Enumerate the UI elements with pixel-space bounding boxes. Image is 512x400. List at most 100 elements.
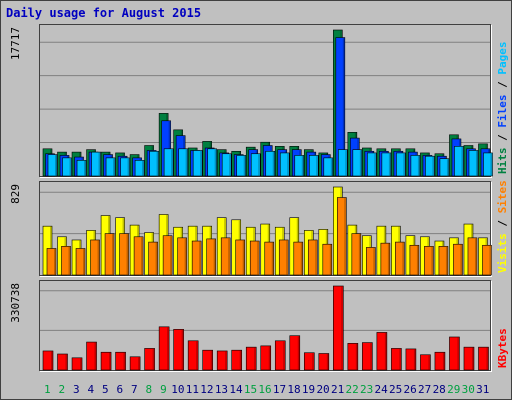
y-max-label: 17717: [9, 27, 22, 60]
x-tick-label: 14: [229, 383, 243, 396]
bar-shade: [213, 239, 216, 275]
bar-kbytes: [318, 353, 330, 371]
x-tick-label: 24: [375, 383, 389, 396]
bar-kbytes: [303, 352, 315, 371]
x-tick-label: 11: [186, 383, 199, 396]
bar-sites: [148, 241, 158, 276]
bar-kbytes: [376, 332, 388, 371]
x-tick-label: 13: [215, 383, 228, 396]
bar-shade: [417, 155, 420, 176]
bar-pages: [105, 157, 116, 177]
panel-border: [39, 181, 491, 276]
bar-shade: [141, 237, 143, 275]
bar-pages: [439, 158, 450, 177]
bar-kbytes: [231, 349, 243, 371]
bar-sites: [409, 244, 420, 276]
x-tick-label: 22: [345, 383, 358, 396]
bar-kbytes: [71, 357, 83, 371]
bar-sites: [278, 239, 289, 276]
bar-kbytes: [260, 345, 272, 371]
x-axis-labels: 1 2 3 4 5 6 7 8 9 10 11 12 13 14 15 16 17 18 19 20 21 22 23 24 2…: [44, 383, 489, 396]
bar-shade: [123, 352, 126, 370]
bar-sites: [206, 238, 216, 276]
bar-shade: [109, 352, 111, 370]
bar-shade: [155, 242, 158, 275]
bar-shade: [474, 238, 477, 275]
bar-shade: [170, 236, 172, 275]
x-tick-label: 17: [273, 383, 286, 396]
bar-pages: [149, 150, 159, 177]
bar-pages: [134, 160, 145, 177]
bar-shade: [126, 234, 129, 275]
bar-shade: [457, 337, 459, 370]
bar-kbytes: [245, 346, 257, 371]
x-tick-label: 4: [87, 383, 94, 396]
bar-shade: [283, 341, 285, 370]
bar-shade: [300, 242, 303, 275]
bar-shade: [431, 246, 433, 275]
bar-sites: [293, 241, 304, 276]
bar-sites: [61, 246, 71, 276]
bar-shade: [342, 38, 345, 176]
x-tick-label: 16: [258, 383, 271, 396]
panel-top: 17717 Hits / Files / Pages: [9, 24, 509, 178]
x-tick-label: 21: [331, 383, 344, 396]
bar-sites: [366, 247, 376, 276]
bar-kbytes: [420, 354, 431, 371]
bar-shade: [341, 286, 343, 370]
bar-kbytes: [158, 326, 170, 371]
bar-sites: [380, 242, 391, 276]
bar-shade: [156, 151, 159, 176]
bar-sites: [177, 237, 187, 276]
bar-pages: [178, 148, 188, 177]
bar-shade: [113, 158, 115, 176]
bar-pages: [338, 149, 348, 177]
bar-shade: [301, 155, 304, 176]
bar-pages: [425, 155, 435, 177]
bar-shade: [200, 150, 202, 176]
bar-shade: [286, 240, 288, 275]
bar-shade: [330, 158, 333, 176]
bar-sites: [395, 241, 405, 276]
bar-kbytes: [86, 341, 97, 371]
bar-pages: [207, 148, 217, 177]
bar-pages: [163, 148, 174, 177]
bar-sites: [119, 233, 129, 276]
x-tick-label: 30: [462, 383, 475, 396]
y-max-label: 829: [9, 184, 22, 204]
bar-shade: [68, 246, 71, 275]
bar-sites: [75, 248, 86, 276]
x-tick-label: 18: [287, 383, 300, 396]
bar-kbytes: [478, 346, 489, 371]
bar-kbytes: [333, 285, 344, 371]
bar-shade: [315, 240, 317, 275]
bar-shade: [185, 149, 188, 176]
bar-shade: [373, 247, 375, 275]
bar-sites: [322, 243, 333, 276]
panel-middle: 829 Visits / Sites: [9, 180, 509, 277]
bar-shade: [489, 245, 491, 275]
bar-shade: [355, 343, 358, 370]
series-label-separator: /: [496, 75, 509, 95]
bar-sites: [90, 239, 100, 276]
bar-shade: [167, 327, 169, 370]
x-tick-label: 8: [146, 383, 153, 396]
series-label-kbytes: KBytes: [496, 328, 509, 368]
bar-pages: [91, 151, 101, 177]
bar-shade: [55, 155, 57, 176]
bar-shade: [239, 350, 242, 370]
bar-kbytes: [42, 350, 54, 371]
bar-shade: [84, 160, 86, 176]
bar-kbytes: [274, 340, 286, 371]
series-label-files: Files: [496, 95, 509, 128]
bar-sites: [482, 244, 492, 276]
bar-shade: [388, 153, 391, 176]
bar-pages: [265, 150, 276, 177]
series-label-visits: Visits: [496, 233, 509, 273]
y-max-label: 330738: [9, 283, 22, 323]
panel-bottom: 330738 KBytes: [9, 280, 509, 372]
bar-kbytes: [289, 335, 301, 371]
bar-kbytes: [115, 351, 126, 371]
chart-title: Daily usage for August 2015: [6, 6, 202, 20]
bar-sites: [235, 239, 246, 276]
